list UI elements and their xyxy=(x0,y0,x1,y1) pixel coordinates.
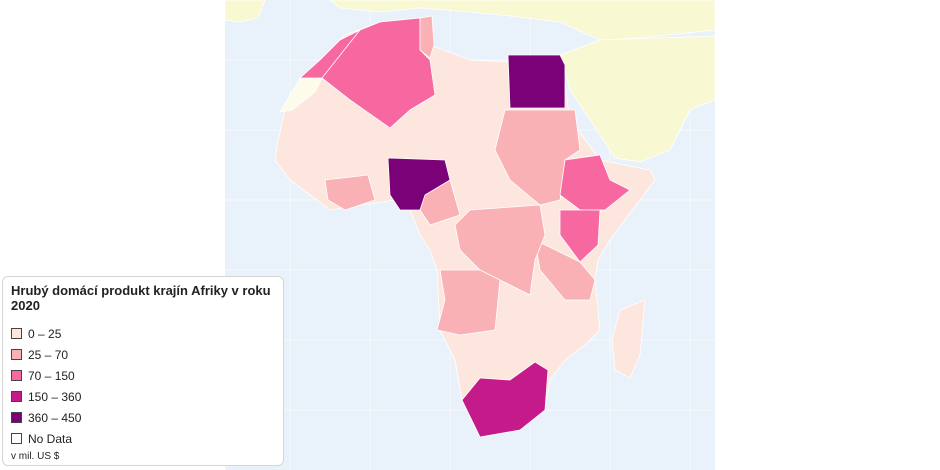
legend-swatch xyxy=(11,370,22,381)
legend-swatch xyxy=(11,433,22,444)
legend-swatch xyxy=(11,328,22,339)
legend-label: 150 – 360 xyxy=(28,389,82,404)
legend-item: 360 – 450 xyxy=(11,407,275,428)
legend-label: No Data xyxy=(28,431,73,446)
legend-item: 70 – 150 xyxy=(11,365,275,386)
legend: Hrubý domácí produkt krajín Afriky v rok… xyxy=(2,276,284,466)
countries xyxy=(224,0,716,438)
legend-label: 360 – 450 xyxy=(28,410,82,425)
legend-label: 70 – 150 xyxy=(28,368,75,383)
legend-title: Hrubý domácí produkt krajín Afriky v rok… xyxy=(11,283,271,313)
legend-swatch xyxy=(11,349,22,360)
legend-label: 25 – 70 xyxy=(28,347,69,362)
legend-note: v mil. US $ xyxy=(11,451,60,462)
legend-swatch xyxy=(11,412,22,423)
legend-item: 0 – 25 xyxy=(11,323,275,344)
legend-swatch xyxy=(11,391,22,402)
legend-item: No Data xyxy=(11,428,275,449)
legend-label: 0 – 25 xyxy=(28,326,62,341)
legend-items: 0 – 25 25 – 70 70 – 150 150 – 360 360 – 450 N… xyxy=(11,323,275,449)
legend-item: 150 – 360 xyxy=(11,386,275,407)
legend-item: 25 – 70 xyxy=(11,344,275,365)
